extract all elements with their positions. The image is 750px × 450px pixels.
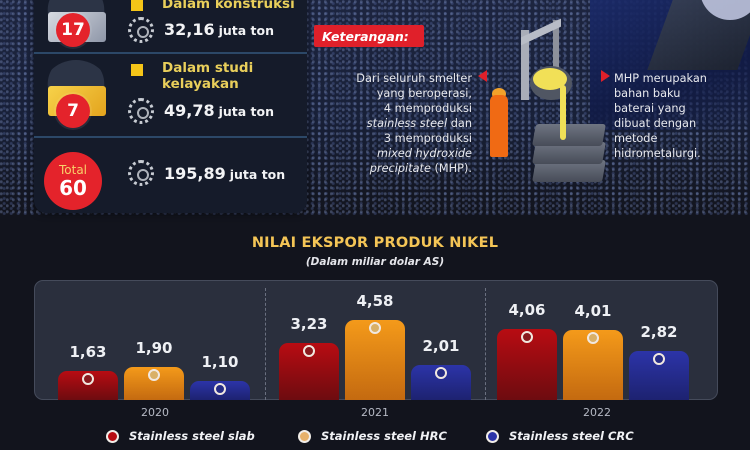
total-badge: Total 60 — [44, 152, 102, 210]
moon-decoration — [700, 0, 750, 20]
x-tick-2021: 2021 — [361, 406, 389, 419]
legend-item-slab: Stainless steel slab — [106, 429, 255, 443]
legend-dot-icon — [486, 430, 499, 443]
data-point-icon — [214, 383, 226, 395]
bar-value-label: 4,01 — [574, 302, 612, 320]
stat-row-feasibility: 7 Dalam studi kelayakan 49,78 juta ton — [34, 54, 307, 134]
gear-icon — [128, 98, 154, 124]
x-tick-2022: 2022 — [583, 406, 611, 419]
bar-value-label: 1,10 — [201, 353, 239, 371]
total-label: Total — [58, 162, 88, 177]
legend-dot-icon — [106, 430, 119, 443]
gear-icon — [128, 160, 154, 186]
pointer-left-icon — [478, 70, 487, 82]
data-point-icon — [303, 345, 315, 357]
status-label: Dalam studi kelayakan — [162, 60, 254, 92]
capacity-value: 32,16 juta ton — [164, 20, 275, 39]
pointer-right-icon — [601, 70, 610, 82]
total-count: 60 — [59, 175, 87, 200]
data-point-icon — [587, 332, 599, 344]
status-marker-icon — [131, 0, 143, 11]
bar-value-label: 2,82 — [640, 323, 678, 341]
data-point-icon — [521, 331, 533, 343]
bar-value-label: 2,01 — [422, 337, 460, 355]
bar-value-label: 4,06 — [508, 301, 546, 319]
status-marker-icon — [131, 64, 143, 76]
capacity-value: 49,78 juta ton — [164, 101, 275, 120]
chart-title: NILAI EKSPOR PRODUK NIKEL — [251, 235, 499, 251]
chart-subtitle: (Dalam miliar dolar AS) — [305, 256, 445, 268]
divider — [34, 52, 307, 54]
total-capacity-value: 195,89 juta ton — [164, 164, 286, 183]
note-smelter-text: Dari seluruh smelter yang beroperasi, 4 … — [356, 72, 472, 175]
x-tick-2020: 2020 — [141, 406, 169, 419]
data-point-icon — [435, 367, 447, 379]
data-point-icon — [148, 369, 160, 381]
count-badge: 17 — [56, 13, 90, 47]
legend-dot-icon — [298, 430, 311, 443]
group-divider — [485, 288, 486, 400]
count-badge: 7 — [56, 94, 90, 128]
smelter-stats-panel: 17 Dalam konstruksi 32,16 juta ton 7 Dala… — [34, 0, 307, 213]
bar-value-label: 3,23 — [290, 315, 328, 333]
data-point-icon — [82, 373, 94, 385]
bar-value-label: 4,58 — [356, 292, 394, 310]
bar-value-label: 1,90 — [135, 339, 173, 357]
data-point-icon — [653, 353, 665, 365]
status-label: Dalam konstruksi — [162, 0, 295, 12]
stat-row-construction: 17 Dalam konstruksi 32,16 juta ton — [34, 0, 307, 50]
data-point-icon — [369, 322, 381, 334]
gear-icon — [128, 17, 154, 43]
legend-item-crc: Stainless steel CRC — [486, 429, 634, 443]
bar-value-label: 1,63 — [69, 343, 107, 361]
legend-item-hrc: Stainless steel HRC — [298, 429, 447, 443]
group-divider — [265, 288, 266, 400]
note-mhp-text: MHP merupakan bahan baku baterai yang di… — [614, 72, 707, 160]
divider — [34, 136, 307, 138]
keterangan-tag: Keterangan: — [314, 25, 424, 47]
